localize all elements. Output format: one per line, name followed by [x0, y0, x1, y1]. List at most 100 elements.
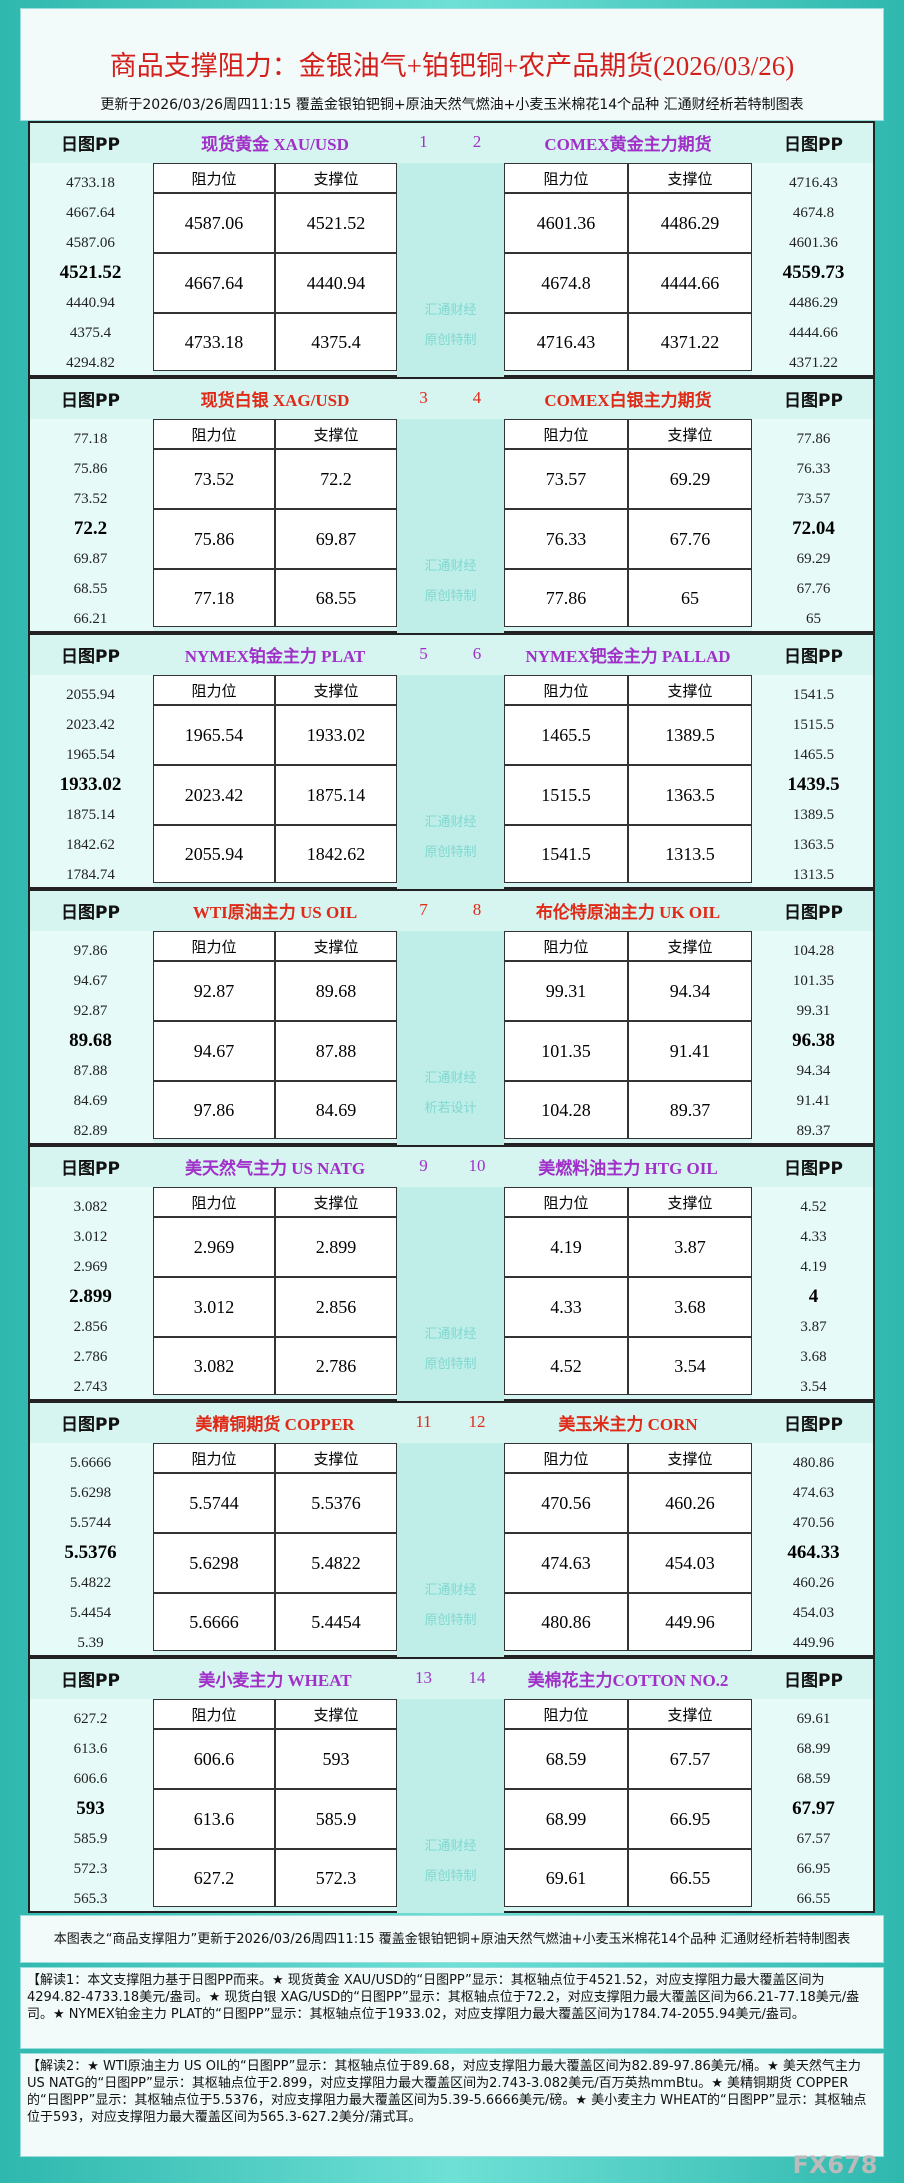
- resistance-cell: 68.99: [504, 1789, 628, 1849]
- column-header: 阻力位: [153, 1187, 275, 1217]
- pp-value: 4587.06: [66, 234, 115, 251]
- pp-value: 4.19: [800, 1258, 827, 1275]
- pp-column: [30, 675, 153, 887]
- pp-column: [752, 163, 873, 375]
- pivot-value: 2.899: [69, 1286, 112, 1307]
- resistance-cell: 73.57: [504, 449, 628, 509]
- support-cell: 4371.22: [628, 313, 752, 371]
- instrument-number: 7: [419, 900, 428, 919]
- column-header: 阻力位: [504, 419, 628, 449]
- support-cell: 87.88: [275, 1021, 397, 1081]
- watermark: 析若设计: [424, 1100, 477, 1116]
- watermark: 汇通财经: [424, 558, 477, 574]
- pp-column: [752, 1699, 873, 1911]
- pivot-value: 4521.52: [59, 262, 122, 283]
- support-cell: 89.68: [275, 961, 397, 1021]
- resistance-cell: 101.35: [504, 1021, 628, 1081]
- instrument-number: 1: [419, 132, 428, 151]
- pp-value: 4371.22: [789, 354, 838, 371]
- column-header: 阻力位: [153, 931, 275, 961]
- pp-value: 77.86: [796, 430, 831, 447]
- instrument-number: 13: [415, 1668, 432, 1687]
- pp-value: 585.9: [73, 1830, 108, 1847]
- pp-value: 94.34: [796, 1062, 831, 1079]
- pp-header: 日图PP: [61, 1414, 120, 1435]
- support-cell: 1363.5: [628, 765, 752, 825]
- pp-value: 4674.8: [792, 204, 835, 221]
- pivot-value: 593: [76, 1798, 105, 1819]
- watermark: 原创特制: [424, 1868, 477, 1884]
- pp-header: 日图PP: [784, 1158, 843, 1179]
- resistance-cell: 1541.5: [504, 825, 628, 883]
- column-header: 支撑位: [628, 163, 752, 193]
- pp-column: [752, 1443, 873, 1655]
- pp-header: 日图PP: [784, 902, 843, 923]
- resistance-cell: 4.52: [504, 1337, 628, 1395]
- watermark: 汇通财经: [424, 1326, 477, 1342]
- resistance-cell: 4733.18: [153, 313, 275, 371]
- pp-value: 66.95: [796, 1860, 831, 1877]
- resistance-cell: 99.31: [504, 961, 628, 1021]
- resistance-cell: 4716.43: [504, 313, 628, 371]
- pp-value: 87.88: [73, 1062, 108, 1079]
- title: 商品支撑阻力：金银油气+铂钯铜+农产品期货(2026/03/26): [109, 50, 795, 81]
- pp-value: 75.86: [73, 460, 108, 477]
- resistance-cell: 4667.64: [153, 253, 275, 313]
- pivot-value: 72.2: [73, 518, 108, 539]
- pp-column: [752, 1187, 873, 1399]
- support-cell: 66.55: [628, 1849, 752, 1907]
- pp-value: 454.03: [792, 1604, 835, 1621]
- instrument-name: 美精铜期货 COPPER: [195, 1414, 355, 1434]
- pp-column: [30, 931, 153, 1143]
- support-cell: 3.68: [628, 1277, 752, 1337]
- pp-value: 2055.94: [66, 686, 115, 703]
- pivot-value: 96.38: [792, 1030, 835, 1051]
- support-cell: 72.2: [275, 449, 397, 509]
- instrument-name: 现货黄金 XAU/USD: [201, 134, 349, 154]
- mid-column: [397, 675, 504, 889]
- column-header: 支撑位: [275, 1187, 397, 1217]
- support-cell: 84.69: [275, 1081, 397, 1139]
- pp-value: 449.96: [792, 1634, 835, 1651]
- pp-value: 99.31: [796, 1002, 831, 1019]
- column-header: 支撑位: [628, 1443, 752, 1473]
- support-cell: 1875.14: [275, 765, 397, 825]
- mid-column: [397, 163, 504, 377]
- instrument-number: 2: [472, 132, 482, 151]
- pp-column: [30, 1187, 153, 1399]
- column-header: 阻力位: [153, 1699, 275, 1729]
- pp-value: 4716.43: [789, 174, 838, 191]
- resistance-cell: 77.86: [504, 569, 628, 627]
- resistance-cell: 3.012: [153, 1277, 275, 1337]
- pp-value: 4375.4: [69, 324, 112, 341]
- logo: FX678: [792, 2151, 878, 2179]
- pp-column: [752, 931, 873, 1143]
- pivot-value: 4559.73: [782, 262, 845, 283]
- pp-value: 69.29: [796, 550, 831, 567]
- instrument-name: NYMEX铂金主力 PLAT: [184, 646, 366, 666]
- instrument-name: 美燃料油主力 HTG OIL: [538, 1158, 718, 1178]
- resistance-cell: 480.86: [504, 1593, 628, 1651]
- resistance-cell: 1965.54: [153, 705, 275, 765]
- support-cell: 1842.62: [275, 825, 397, 883]
- pp-value: 65: [806, 610, 821, 627]
- pp-column: [30, 419, 153, 631]
- instrument-name: COMEX白银主力期货: [544, 390, 712, 410]
- watermark: 原创特制: [424, 588, 477, 604]
- instrument-number: 5: [419, 644, 428, 663]
- pp-column: [30, 163, 153, 375]
- pp-value: 68.55: [73, 580, 108, 597]
- resistance-cell: 613.6: [153, 1789, 275, 1849]
- pp-value: 1842.62: [66, 836, 115, 853]
- support-cell: 4444.66: [628, 253, 752, 313]
- column-header: 阻力位: [504, 675, 628, 705]
- pp-value: 1313.5: [792, 866, 835, 883]
- column-header: 阻力位: [504, 931, 628, 961]
- support-cell: 3.54: [628, 1337, 752, 1395]
- column-header: 阻力位: [153, 675, 275, 705]
- support-cell: 593: [275, 1729, 397, 1789]
- support-cell: 69.29: [628, 449, 752, 509]
- support-cell: 4375.4: [275, 313, 397, 371]
- support-cell: 1313.5: [628, 825, 752, 883]
- pivot-value: 1439.5: [787, 774, 840, 795]
